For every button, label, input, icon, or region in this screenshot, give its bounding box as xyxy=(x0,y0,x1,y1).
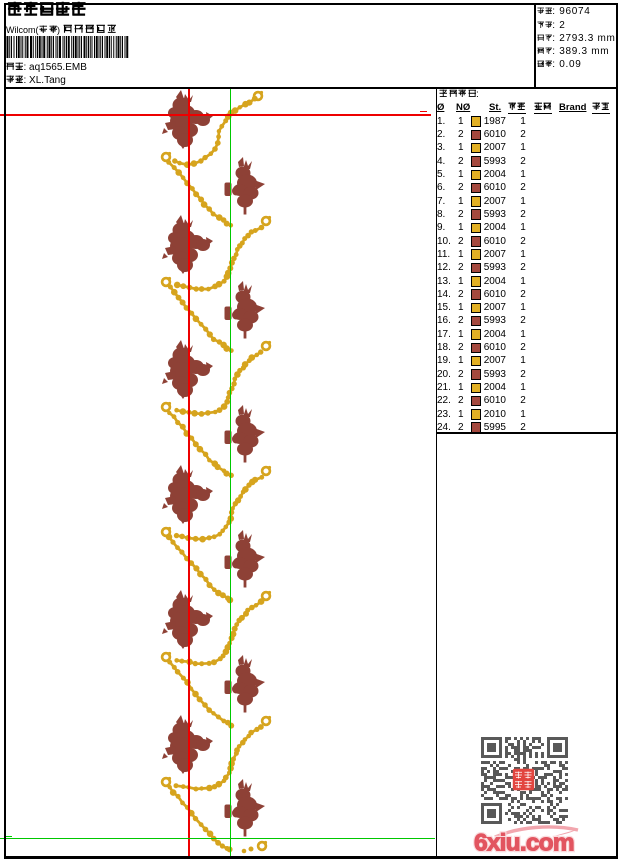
svg-text:6xiu.com: 6xiu.com xyxy=(474,830,574,856)
svg-text:6xiu.com: 6xiu.com xyxy=(474,830,574,856)
